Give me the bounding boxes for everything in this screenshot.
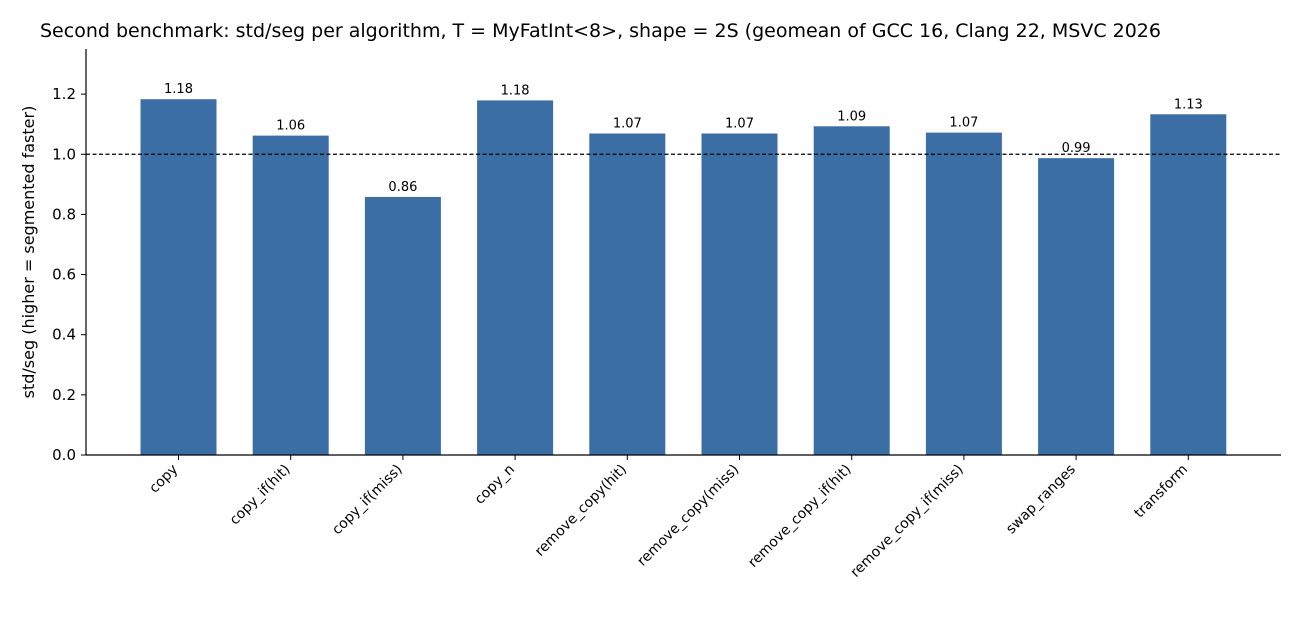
x-tick-label: remove_copy_if(hit)	[745, 462, 854, 571]
data-label: 0.99	[1062, 141, 1091, 156]
bar	[140, 99, 217, 456]
data-label: 1.07	[949, 116, 978, 131]
bar	[364, 196, 441, 455]
bar	[1038, 158, 1115, 455]
y-tick-label: 0.8	[52, 205, 76, 223]
data-label: 1.18	[164, 82, 193, 97]
data-label: 1.07	[613, 117, 642, 132]
x-tick-label: copy_n	[472, 462, 518, 508]
bar	[813, 126, 890, 455]
x-tick-label: remove_copy_if(miss)	[848, 462, 967, 581]
x-tick-label: swap_ranges	[1003, 462, 1079, 538]
bar	[252, 135, 329, 455]
y-tick-label: 1.2	[52, 85, 76, 103]
bar	[701, 133, 778, 455]
chart-title: Second benchmark: std/seg per algorithm,…	[40, 20, 1161, 42]
x-tick-label: remove_copy(hit)	[532, 462, 630, 560]
bar	[589, 133, 666, 455]
x-tick-label: copy_if(hit)	[227, 462, 294, 529]
y-tick-label: 0.6	[52, 266, 76, 284]
data-label: 1.13	[1174, 97, 1203, 112]
x-tick-label: copy	[146, 462, 181, 497]
y-tick-label: 0.0	[52, 446, 76, 464]
y-tick-label: 0.2	[52, 386, 76, 404]
data-label: 1.18	[501, 83, 530, 98]
x-tick-label: transform	[1131, 462, 1191, 522]
bar	[925, 132, 1002, 455]
data-label: 0.86	[388, 180, 417, 195]
plot-area: 1.18 1.06 0.86 1.18 1.07 1.07 1.09 1.07 0.99 1.13…	[52, 49, 1281, 581]
data-label: 1.07	[725, 117, 754, 132]
x-tick-label: copy_if(miss)	[329, 462, 406, 539]
y-axis-label: std/seg (higher = segmented faster)	[19, 106, 38, 399]
bar	[477, 100, 554, 455]
y-tick-label: 0.4	[52, 326, 76, 344]
data-label: 1.06	[276, 119, 305, 134]
bar	[1150, 114, 1227, 455]
y-tick-label: 1.0	[52, 145, 76, 163]
data-label: 1.09	[837, 109, 866, 124]
x-tick-label: remove_copy(miss)	[634, 462, 742, 570]
